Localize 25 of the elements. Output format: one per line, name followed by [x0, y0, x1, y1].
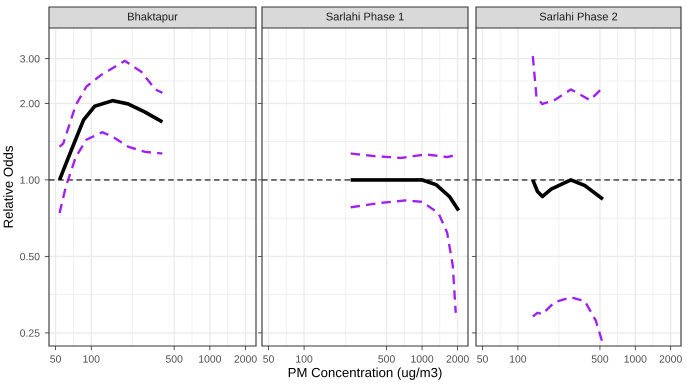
y-tick-label: 0.50 — [20, 252, 40, 260]
y-tick-label: 0.25 — [20, 329, 40, 337]
y-tick-label: 3.00 — [20, 55, 40, 63]
x-tick-label: 2000 — [660, 355, 682, 363]
x-tick-label: 1000 — [624, 355, 646, 363]
chart-title: Sarlahi Phase 2 — [540, 12, 618, 20]
y-tick-label: 2.00 — [20, 100, 40, 108]
x-axis-title: PM Concentration (ug/m3) — [288, 368, 442, 380]
y-axis-title: Relative Odds — [3, 146, 13, 228]
x-tick-label: 2000 — [446, 355, 469, 363]
x-tick-label: 100 — [510, 355, 526, 363]
x-tick-label: 50 — [477, 355, 488, 363]
chart-title: Bhaktapur — [128, 12, 178, 23]
x-tick-label: 100 — [83, 355, 100, 363]
x-tick-label: 2000 — [234, 355, 257, 363]
x-tick-label: 500 — [378, 355, 395, 363]
x-tick-label: 1000 — [411, 355, 434, 363]
chart-title: Sarlahi Phase 1 — [326, 12, 404, 20]
x-tick-label: 100 — [296, 355, 312, 363]
x-tick-label: 500 — [592, 355, 608, 363]
x-tick-label: 50 — [263, 355, 274, 363]
y-tick-label: 1.00 — [20, 176, 40, 184]
x-tick-label: 50 — [50, 355, 61, 363]
x-tick-label: 1000 — [199, 355, 222, 363]
x-tick-label: 500 — [166, 355, 182, 363]
